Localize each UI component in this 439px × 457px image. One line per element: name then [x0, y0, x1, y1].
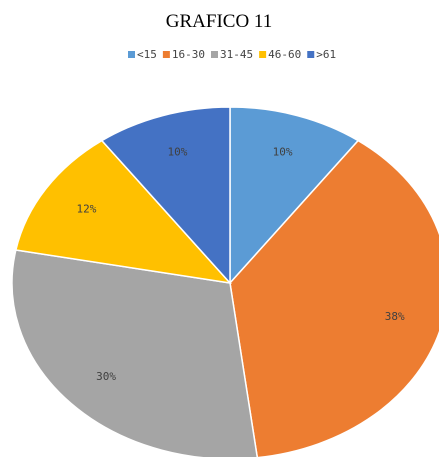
- pie-slice: [229, 139, 439, 457]
- legend-label: >61: [316, 48, 336, 61]
- pie-slice: [100, 106, 231, 285]
- legend-label: <15: [137, 48, 157, 61]
- data-label: 10%: [168, 145, 188, 158]
- legend-swatch: [162, 51, 170, 58]
- legend-swatch: [211, 51, 218, 58]
- chart-title: GRAFICO 11: [166, 11, 272, 32]
- legend-swatch: [307, 51, 315, 58]
- data-label: 38%: [385, 310, 405, 323]
- legend-swatch: [128, 51, 135, 58]
- data-label: 12%: [76, 202, 96, 215]
- pie-slice: [229, 106, 360, 285]
- data-label: 30%: [96, 370, 116, 383]
- legend-label: 16-30: [172, 48, 205, 61]
- pie-slice: [14, 139, 232, 285]
- legend-label: 31-45: [220, 48, 253, 61]
- legend-label: 46-60: [268, 48, 301, 61]
- pie-slice: [11, 249, 258, 457]
- data-label: 10%: [273, 145, 293, 158]
- legend-swatch: [259, 51, 267, 58]
